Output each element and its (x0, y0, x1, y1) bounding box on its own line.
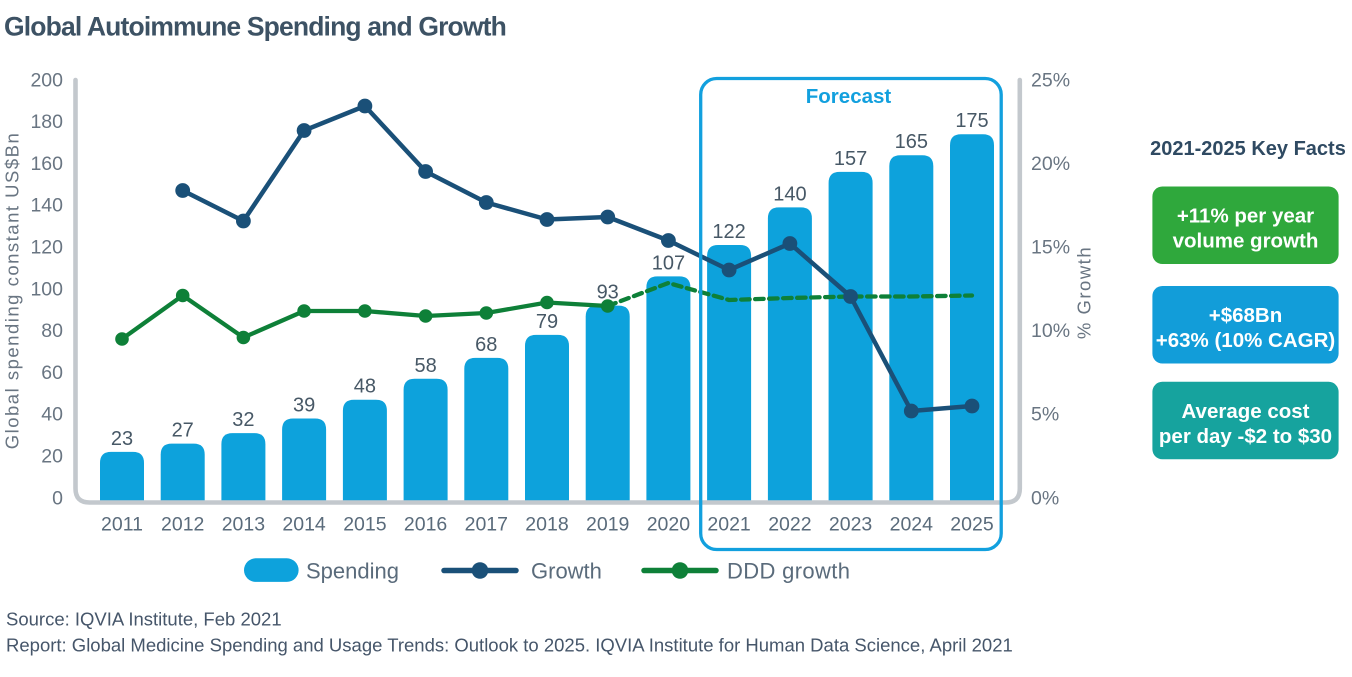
svg-text:0: 0 (52, 487, 63, 509)
svg-text:180: 180 (30, 111, 63, 133)
svg-text:2023: 2023 (829, 514, 872, 536)
svg-text:2017: 2017 (465, 514, 508, 536)
svg-text:+$68Bn: +$68Bn (1209, 304, 1283, 327)
svg-text:2018: 2018 (525, 514, 568, 536)
svg-text:2012: 2012 (161, 514, 204, 536)
svg-text:80: 80 (41, 320, 63, 342)
svg-text:Growth: Growth (531, 559, 602, 584)
svg-text:% Growth: % Growth (1074, 246, 1095, 339)
svg-text:Report: Global Medicine Spendi: Report: Global Medicine Spending and Usa… (6, 635, 1013, 656)
svg-text:160: 160 (30, 153, 63, 175)
svg-text:20%: 20% (1031, 153, 1070, 175)
svg-text:93: 93 (597, 282, 619, 304)
svg-text:+63% (10% CAGR): +63% (10% CAGR) (1156, 329, 1335, 352)
svg-text:DDD growth: DDD growth (727, 559, 850, 584)
svg-text:2015: 2015 (343, 514, 387, 536)
svg-text:25%: 25% (1031, 69, 1070, 91)
svg-text:120: 120 (30, 237, 63, 259)
svg-text:27: 27 (172, 420, 194, 442)
svg-text:165: 165 (895, 131, 928, 153)
svg-text:23: 23 (111, 428, 133, 450)
svg-text:5%: 5% (1031, 404, 1059, 426)
svg-text:2019: 2019 (586, 514, 629, 536)
svg-text:10%: 10% (1031, 320, 1070, 342)
svg-text:2013: 2013 (222, 514, 265, 536)
svg-text:2022: 2022 (768, 514, 811, 536)
svg-text:20: 20 (41, 446, 63, 468)
svg-text:2025: 2025 (950, 514, 994, 536)
svg-text:32: 32 (232, 409, 254, 431)
svg-text:Spending: Spending (306, 559, 399, 584)
svg-text:2021: 2021 (707, 514, 750, 536)
svg-text:Source: IQVIA Institute, Feb 2: Source: IQVIA Institute, Feb 2021 (6, 609, 282, 630)
svg-text:140: 140 (30, 195, 63, 217)
svg-text:2014: 2014 (282, 514, 326, 536)
svg-text:200: 200 (30, 69, 63, 91)
svg-text:58: 58 (414, 355, 436, 377)
svg-text:157: 157 (834, 148, 867, 170)
svg-text:Global spending constant US$Bn: Global spending constant US$Bn (2, 132, 23, 450)
svg-text:2016: 2016 (404, 514, 447, 536)
svg-text:122: 122 (712, 221, 745, 243)
svg-text:per day -$2 to $30: per day -$2 to $30 (1159, 425, 1332, 448)
svg-text:107: 107 (652, 252, 685, 274)
svg-text:2021-2025 Key Facts: 2021-2025 Key Facts (1150, 138, 1346, 160)
svg-text:39: 39 (293, 395, 315, 417)
svg-text:140: 140 (773, 183, 806, 205)
svg-text:Forecast: Forecast (806, 85, 892, 108)
svg-text:60: 60 (41, 362, 63, 384)
svg-text:68: 68 (475, 334, 497, 356)
svg-text:2024: 2024 (890, 514, 934, 536)
svg-text:volume growth: volume growth (1173, 230, 1319, 253)
svg-text:2020: 2020 (647, 514, 691, 536)
svg-text:79: 79 (536, 311, 558, 333)
svg-text:Global Autoimmune Spending and: Global Autoimmune Spending and Growth (4, 12, 506, 42)
svg-text:0%: 0% (1031, 487, 1059, 509)
svg-text:+11% per year: +11% per year (1177, 205, 1314, 228)
svg-text:175: 175 (955, 110, 988, 132)
svg-text:15%: 15% (1031, 237, 1070, 259)
svg-text:48: 48 (354, 376, 376, 398)
svg-text:40: 40 (41, 404, 63, 426)
svg-text:100: 100 (30, 278, 63, 300)
svg-text:Average cost: Average cost (1182, 400, 1310, 423)
svg-text:2011: 2011 (101, 514, 143, 536)
